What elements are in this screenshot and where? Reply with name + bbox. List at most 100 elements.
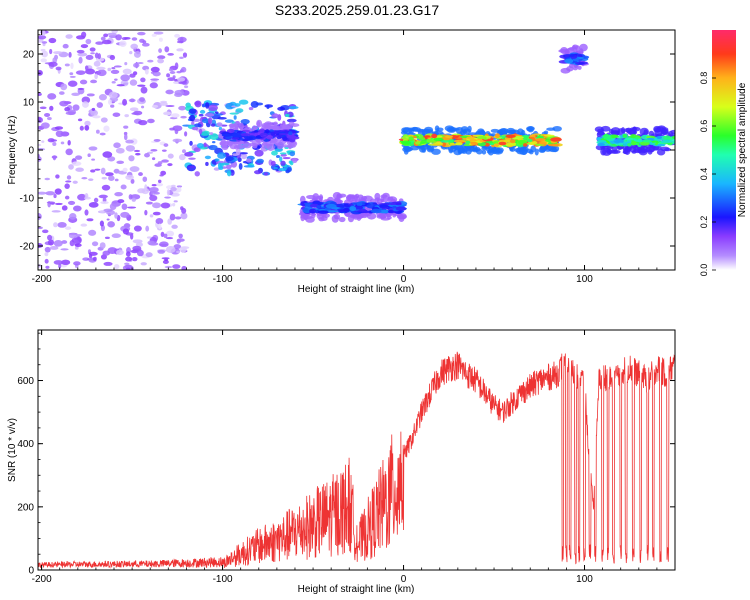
heatmap-blob xyxy=(248,136,253,140)
heatmap-blob xyxy=(204,113,215,117)
heatmap-blob xyxy=(535,138,546,142)
heatmap-blob xyxy=(95,41,104,45)
y-tick-label: 0 xyxy=(28,566,34,577)
heatmap-blob xyxy=(639,141,650,146)
heatmap-blob xyxy=(49,105,54,111)
heatmap-blob xyxy=(156,183,164,187)
heatmap-blob xyxy=(45,265,50,269)
heatmap-blob xyxy=(174,62,179,70)
heatmap-blob xyxy=(94,52,99,59)
heatmap-blob xyxy=(129,166,140,173)
heatmap-blob xyxy=(171,184,176,188)
heatmap-blob xyxy=(124,262,130,265)
heatmap-blob xyxy=(597,142,605,147)
heatmap-blob xyxy=(485,146,491,152)
heatmap-blob xyxy=(40,58,48,63)
heatmap-blob xyxy=(165,230,175,237)
heatmap-blob xyxy=(276,136,282,139)
heatmap-blob xyxy=(111,80,116,84)
heatmap-blob xyxy=(140,86,148,94)
heatmap-blob xyxy=(60,248,69,251)
heatmap-blob xyxy=(107,221,115,228)
heatmap-blob xyxy=(169,71,176,74)
heatmap-blob xyxy=(200,130,210,136)
heatmap-blob xyxy=(79,79,88,85)
heatmap-blob xyxy=(510,129,521,136)
heatmap-blob xyxy=(279,156,283,162)
heatmap-blob xyxy=(66,175,72,180)
heatmap-blob xyxy=(38,35,47,40)
heatmap-blob xyxy=(481,149,487,155)
heatmap-blob xyxy=(167,163,173,167)
heatmap-blob xyxy=(172,138,183,143)
heatmap-blob xyxy=(578,62,585,65)
snr-series-line xyxy=(38,351,675,569)
heatmap-blob xyxy=(153,31,164,35)
heatmap-blob xyxy=(235,148,241,156)
heatmap-blob xyxy=(291,158,298,164)
heatmap-blob xyxy=(424,135,431,138)
heatmap-blob xyxy=(170,186,177,192)
heatmap-blob xyxy=(144,209,148,216)
heatmap-blob xyxy=(110,69,120,74)
heatmap-blob xyxy=(125,267,131,270)
heatmap-blob xyxy=(59,91,65,95)
heatmap-blob xyxy=(433,130,444,135)
heatmap-blob xyxy=(141,42,150,47)
heatmap-feature-0 xyxy=(38,30,190,270)
heatmap-blob xyxy=(526,148,533,154)
heatmap-blob xyxy=(88,229,97,236)
colorbar-label: Normalized spectral amplitude xyxy=(737,82,748,217)
heatmap-blob xyxy=(288,121,295,127)
heatmap-blob xyxy=(137,31,146,36)
heatmap-blob xyxy=(207,117,213,125)
heatmap-blob xyxy=(211,141,216,144)
heatmap-blob xyxy=(100,167,106,175)
heatmap-blob xyxy=(97,69,107,77)
heatmap-blob xyxy=(150,66,160,73)
heatmap-blob xyxy=(648,130,655,138)
heatmap-blob xyxy=(57,221,67,228)
heatmap-blob xyxy=(209,132,214,135)
heatmap-blob xyxy=(205,161,209,166)
heatmap-blob xyxy=(104,236,110,239)
heatmap-blob xyxy=(60,141,65,145)
heatmap-blob xyxy=(203,142,207,148)
heatmap-blob xyxy=(88,178,94,181)
heatmap-blob xyxy=(632,148,643,154)
heatmap-blob xyxy=(204,155,211,160)
heatmap-blob xyxy=(52,57,58,64)
y-tick-label: 200 xyxy=(17,502,34,513)
heatmap-blob xyxy=(167,153,174,159)
heatmap-blob xyxy=(403,149,409,155)
heatmap-blob xyxy=(182,149,186,154)
heatmap-blob xyxy=(572,64,579,71)
heatmap-blob xyxy=(333,213,341,220)
heatmap-blob xyxy=(526,126,535,132)
heatmap-blob xyxy=(139,97,145,102)
heatmap-blob xyxy=(613,138,624,144)
heatmap-blob xyxy=(225,102,235,110)
heatmap-blob xyxy=(86,93,95,97)
heatmap-blob xyxy=(128,98,136,103)
heatmap-blob xyxy=(151,33,157,37)
heatmap-blob xyxy=(164,265,173,269)
heatmap-blob xyxy=(256,119,263,128)
heatmap-blob xyxy=(80,223,88,227)
heatmap-blob xyxy=(217,116,227,120)
heatmap-blob xyxy=(41,41,48,44)
heatmap-blob xyxy=(216,122,223,127)
heatmap-blob xyxy=(44,177,51,181)
heatmap-blob xyxy=(129,73,136,78)
heatmap-blob xyxy=(198,128,203,135)
heatmap-blob xyxy=(133,149,141,153)
snr-panel: -200 -100 0 100 0 200 400 600 Height of straigh… xyxy=(7,329,676,595)
heatmap-blob xyxy=(61,205,68,211)
y-tick-label: 600 xyxy=(17,376,34,387)
heatmap-blob xyxy=(529,134,536,138)
heatmap-blob xyxy=(165,246,176,254)
heatmap-blob xyxy=(147,59,154,63)
heatmap-blob xyxy=(660,140,672,144)
heatmap-blob xyxy=(48,61,58,67)
